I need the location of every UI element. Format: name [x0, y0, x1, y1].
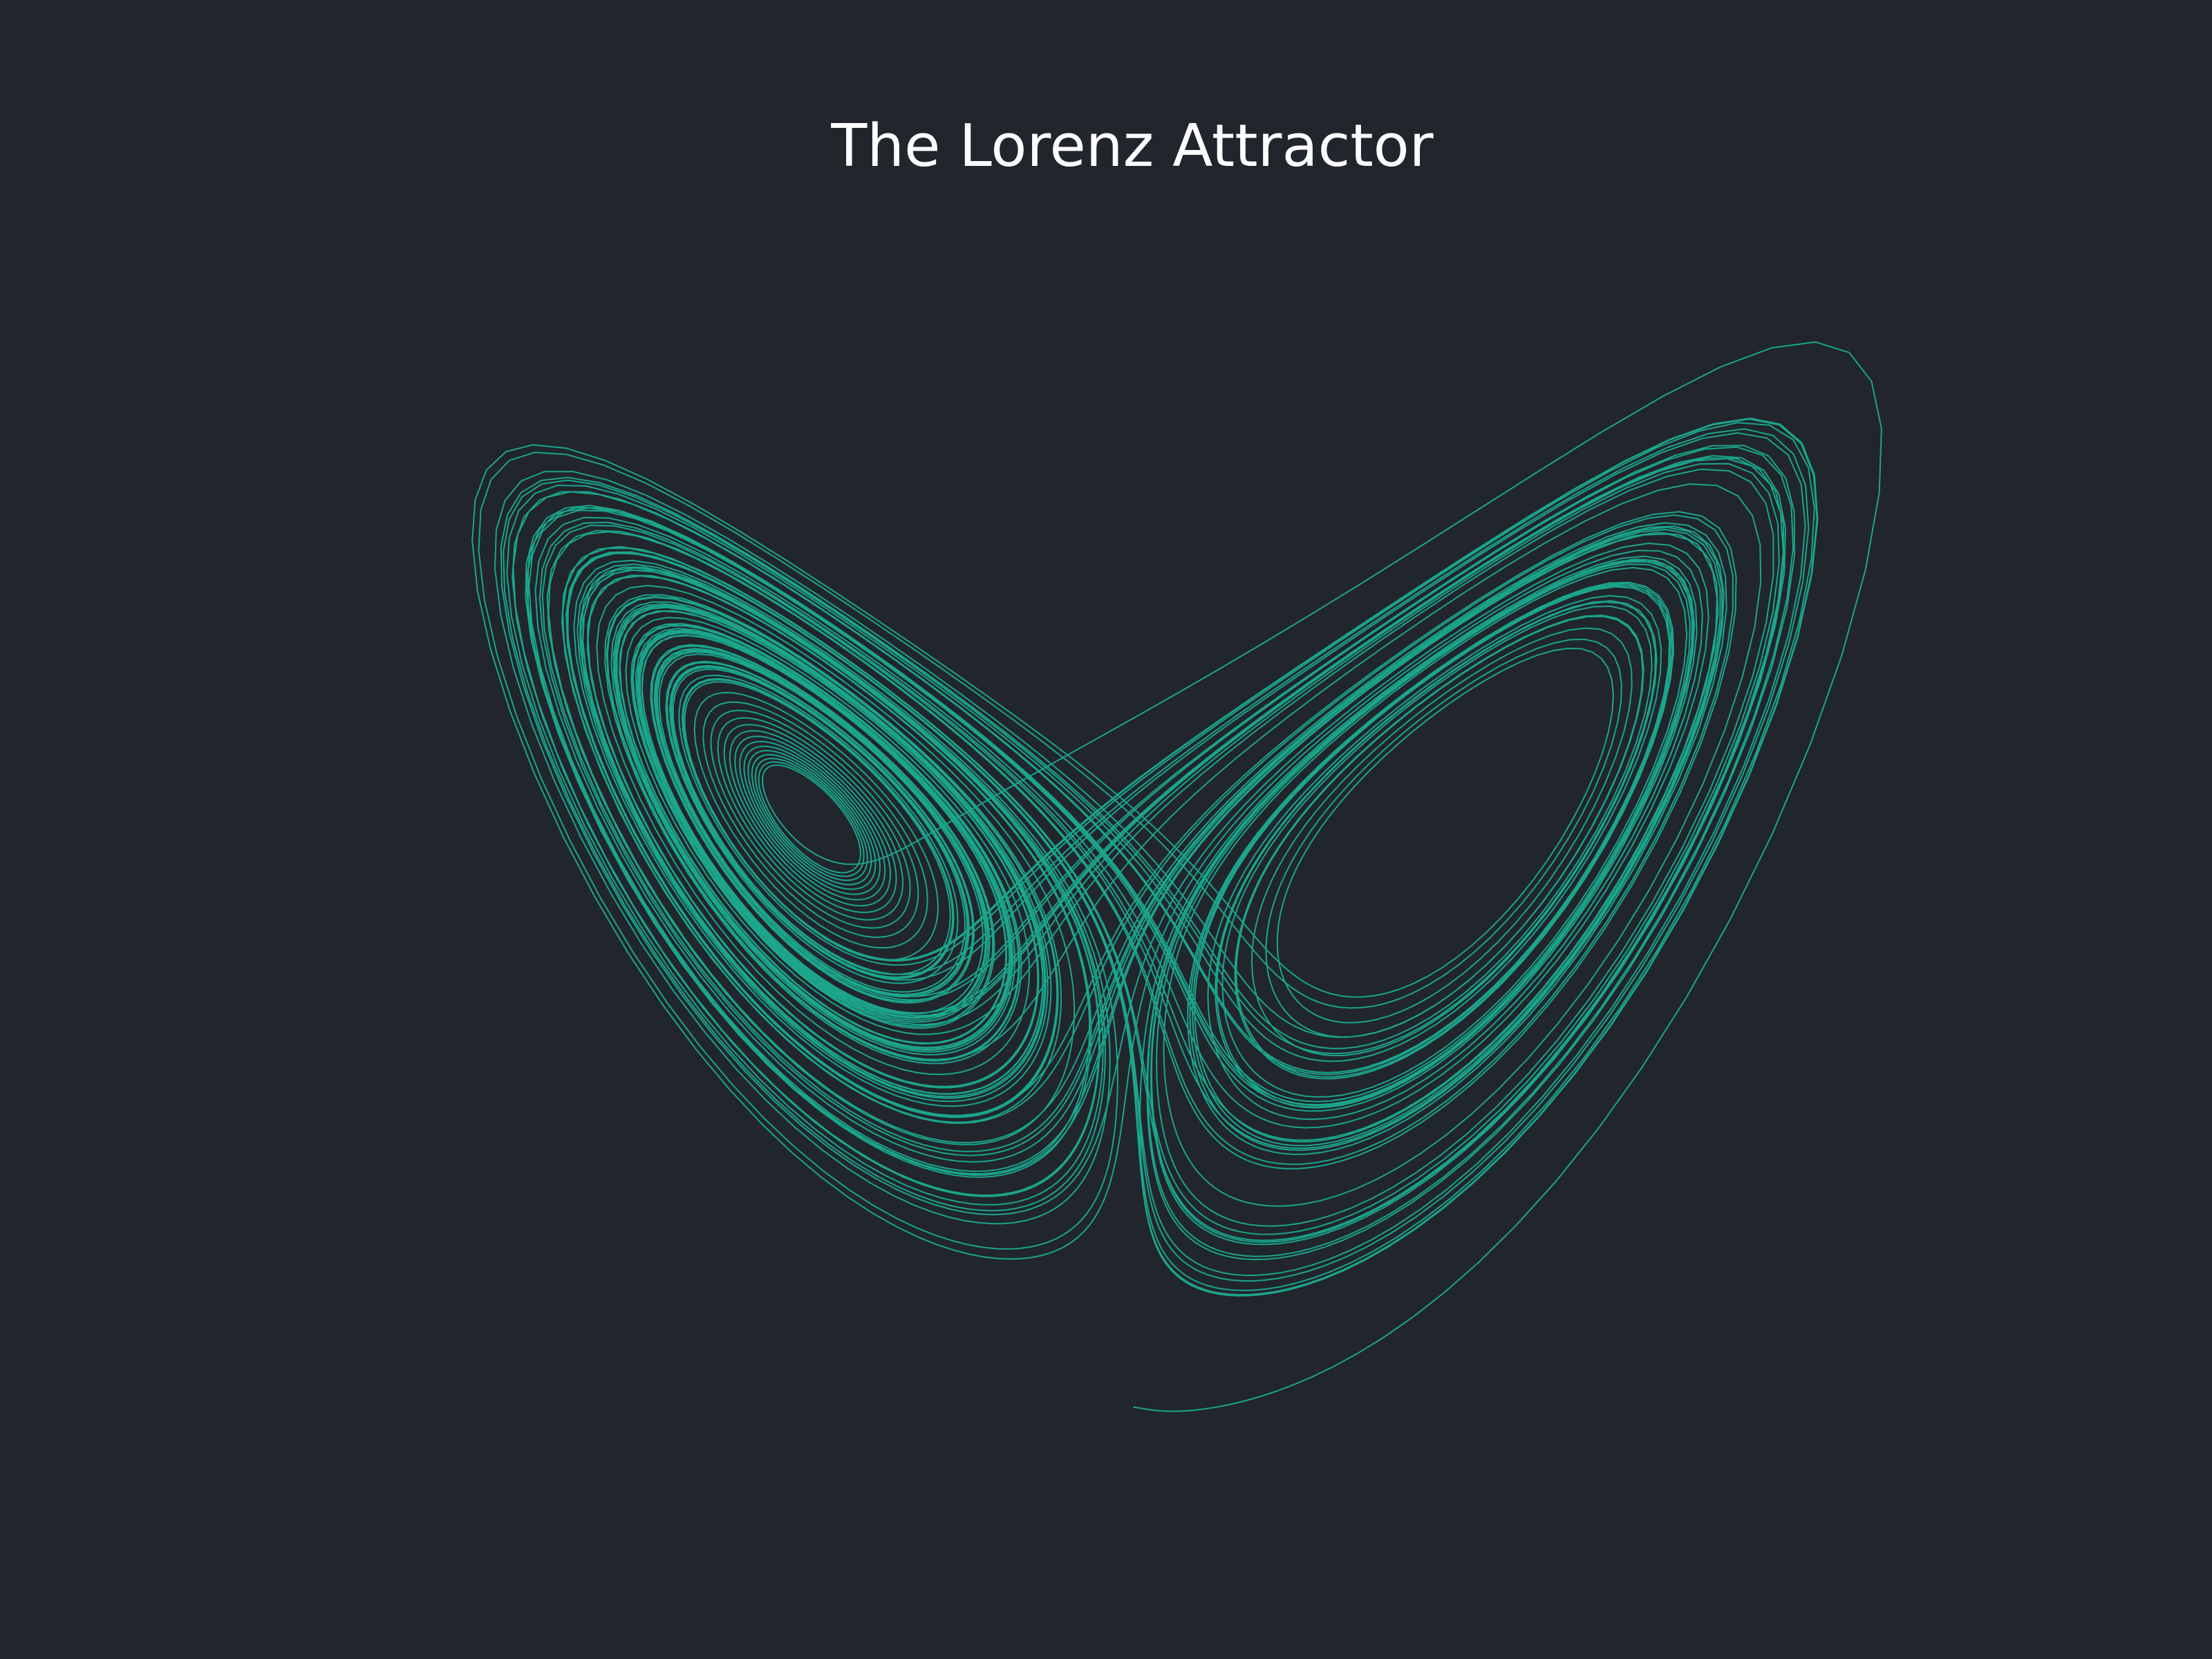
chart-title: The Lorenz Attractor — [831, 112, 1434, 180]
attractor-trajectory — [471, 341, 1882, 1412]
